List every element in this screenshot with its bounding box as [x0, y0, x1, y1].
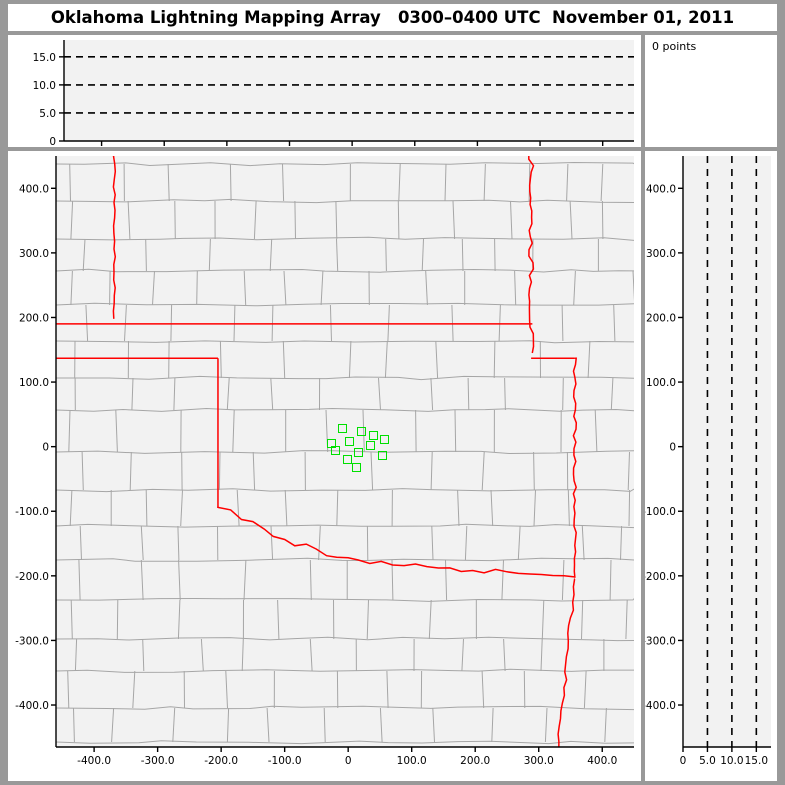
svg-text:300.0: 300.0 — [19, 248, 49, 260]
svg-text:0: 0 — [680, 755, 687, 767]
time-height-plot-area[interactable] — [64, 40, 634, 141]
station-marker — [337, 424, 347, 434]
station-marker — [345, 437, 355, 447]
svg-text:10.0: 10.0 — [720, 755, 743, 767]
svg-text:0: 0 — [345, 755, 352, 767]
points-info-panel: 0 points — [645, 35, 777, 147]
svg-text:300.0: 300.0 — [524, 755, 554, 767]
svg-text:100.0: 100.0 — [19, 377, 49, 389]
points-count-label: 0 points — [652, 40, 697, 53]
station-marker — [365, 441, 375, 451]
station-marker — [369, 430, 379, 440]
svg-text:-100.0: -100.0 — [268, 755, 302, 767]
svg-text:0: 0 — [49, 136, 56, 147]
svg-text:100.0: 100.0 — [646, 377, 676, 389]
side-height-plot-area[interactable] — [683, 156, 771, 747]
svg-text:0: 0 — [669, 442, 676, 454]
svg-text:5.0: 5.0 — [699, 755, 716, 767]
map-plot-area[interactable] — [56, 156, 634, 747]
svg-text:-300.0: -300.0 — [141, 755, 175, 767]
station-marker — [331, 446, 341, 456]
side-height-panel: 400.0 300.0 200.0 100.0 0 -100.0 -200.0 -300.0 -… — [645, 151, 777, 781]
station-marker — [378, 451, 388, 461]
time-height-panel: 05.010.015.0-400.0-300.0-200.0-100.00100… — [8, 35, 641, 147]
svg-text:-300.0: -300.0 — [15, 635, 49, 647]
map-panel: 400.0 300.0 200.0 100.0 0 -100.0 -200.0 -300.0 -… — [8, 151, 641, 781]
title-panel: Oklahoma Lightning Mapping Array 0300–04… — [8, 4, 777, 31]
svg-text:100.0: 100.0 — [397, 755, 427, 767]
station-marker — [356, 426, 366, 436]
svg-text:400.0: 400.0 — [587, 755, 617, 767]
map-geography — [56, 156, 634, 747]
svg-text:-400.0: -400.0 — [77, 755, 111, 767]
svg-text:200.0: 200.0 — [646, 312, 676, 324]
svg-text:15.0: 15.0 — [745, 755, 768, 767]
svg-text:5.0: 5.0 — [39, 108, 56, 120]
svg-text:-200.0: -200.0 — [204, 755, 238, 767]
svg-text:-200.0: -200.0 — [645, 571, 676, 583]
station-marker — [342, 455, 352, 465]
svg-text:15.0: 15.0 — [33, 52, 56, 64]
svg-text:-200.0: -200.0 — [15, 571, 49, 583]
svg-text:400.0: 400.0 — [19, 183, 49, 195]
svg-text:-300.0: -300.0 — [645, 635, 676, 647]
svg-text:-400.0: -400.0 — [645, 700, 676, 712]
station-marker — [351, 463, 361, 473]
svg-text:200.0: 200.0 — [19, 312, 49, 324]
svg-text:200.0: 200.0 — [460, 755, 490, 767]
svg-text:10.0: 10.0 — [33, 80, 56, 92]
page-title: Oklahoma Lightning Mapping Array 0300–04… — [50, 8, 735, 27]
svg-text:-400.0: -400.0 — [15, 700, 49, 712]
svg-text:-100.0: -100.0 — [15, 506, 49, 518]
station-marker — [379, 434, 389, 444]
svg-text:0: 0 — [42, 442, 49, 454]
svg-text:400.0: 400.0 — [646, 183, 676, 195]
svg-text:-100.0: -100.0 — [645, 506, 676, 518]
svg-text:300.0: 300.0 — [646, 248, 676, 260]
station-marker — [354, 447, 364, 457]
